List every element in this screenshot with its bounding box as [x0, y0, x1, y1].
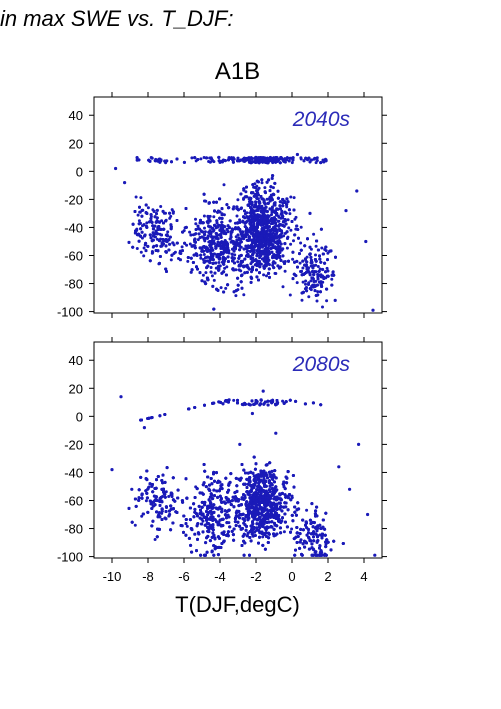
data-point [142, 426, 146, 430]
y-tick-label: 0 [76, 164, 83, 179]
data-point [286, 496, 290, 500]
y-tick-label: -40 [64, 220, 83, 235]
y-tick-label: 20 [69, 381, 83, 396]
data-point [155, 498, 159, 503]
data-point [371, 308, 375, 312]
data-point [308, 211, 312, 215]
data-point [232, 256, 236, 260]
data-point [180, 524, 184, 528]
data-point [144, 203, 148, 207]
data-point [157, 220, 161, 224]
scenario-title: A1B [214, 58, 261, 85]
data-point [299, 538, 303, 542]
data-point [245, 231, 249, 235]
data-point [337, 465, 341, 469]
data-point [168, 512, 172, 517]
figure-heading: in max SWE vs. T_DJF: [0, 6, 234, 31]
scatter-panel-2040s: -100 -80 -60 -40 -20 0 20 40 2040s [57, 92, 387, 320]
x-tick-label: -2 [250, 569, 262, 584]
x-tick-label: -4 [214, 569, 226, 584]
point-cloud [127, 398, 345, 557]
y-tick-label: -60 [64, 248, 83, 263]
data-point [238, 442, 242, 446]
data-point [114, 166, 118, 171]
data-point [344, 209, 348, 213]
data-point [130, 487, 134, 491]
y-tick-label: 40 [69, 353, 83, 368]
data-point [261, 389, 265, 393]
panel-label: 2040s [292, 108, 351, 131]
y-tick-label: -20 [64, 437, 83, 452]
data-point [123, 181, 127, 185]
data-point [333, 298, 337, 302]
data-point [270, 176, 274, 180]
x-tick-label: 2 [324, 569, 331, 584]
data-point [364, 239, 368, 244]
data-point [366, 512, 370, 517]
point-cloud [127, 155, 337, 311]
y-tick-label: -80 [64, 277, 83, 292]
data-point [321, 267, 325, 272]
y-tick-label: 20 [69, 136, 83, 151]
data-point [348, 487, 352, 491]
x-tick-label: -10 [103, 569, 122, 584]
data-point [355, 189, 359, 193]
data-point [135, 158, 139, 162]
data-point [312, 548, 316, 552]
data-point [227, 482, 231, 486]
data-point [200, 279, 204, 283]
data-point [222, 290, 226, 294]
data-point [283, 157, 287, 161]
y-tick-label: -80 [64, 522, 83, 537]
data-point [119, 395, 123, 399]
x-tick-label: -6 [178, 569, 190, 584]
y-tick-label: -100 [57, 550, 83, 565]
data-point [258, 200, 262, 204]
data-point [250, 411, 254, 416]
data-point [211, 284, 215, 288]
data-point [110, 468, 114, 472]
y-tick-label: -20 [64, 192, 83, 207]
y-tick-label: -40 [64, 465, 83, 480]
x-tick-label: -8 [142, 569, 154, 584]
y-tick-label: -60 [64, 493, 83, 508]
data-point [193, 532, 197, 536]
data-point [204, 541, 208, 545]
y-tick-label: 0 [76, 409, 83, 424]
y-tick-label: -100 [57, 305, 83, 320]
data-point [216, 507, 220, 511]
data-point [178, 258, 182, 262]
data-point [189, 270, 193, 274]
plot-frame [93, 96, 383, 314]
y-tick-label: 40 [69, 108, 83, 123]
data-point [357, 442, 361, 446]
data-point [324, 553, 328, 557]
panel-label: 2080s [292, 353, 351, 376]
data-point [295, 152, 299, 157]
x-axis-label: T(DJF,degC) [175, 592, 300, 617]
plot-frame [93, 341, 383, 559]
x-tick-label: 4 [360, 569, 367, 584]
data-point [168, 242, 172, 246]
x-tick-label: 0 [288, 569, 295, 584]
data-point [373, 553, 377, 557]
data-point [274, 431, 278, 435]
